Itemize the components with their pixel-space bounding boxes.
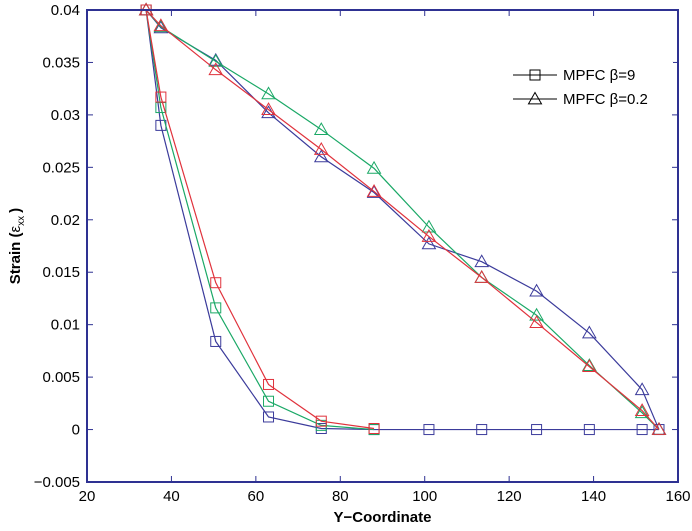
data-point-blue-triangle (153, 20, 169, 34)
legend: MPFC β=9 MPFC β=0.2 (505, 62, 673, 112)
series-blue-square (140, 4, 665, 436)
y-tick-label: 0.01 (51, 317, 80, 334)
data-point-blue-square (423, 424, 435, 436)
data-point-red-square (263, 378, 275, 390)
data-point-green-square (210, 302, 222, 314)
y-axis-label-main: Strain ( (7, 233, 24, 285)
data-point-blue-square (263, 411, 275, 423)
data-point-blue-triangle (634, 382, 650, 396)
data-point-green-triangle (634, 405, 650, 419)
series-line-red-triangle (145, 9, 660, 430)
data-point-green-triangle (529, 307, 544, 321)
legend-label-square: MPFC β=9 (563, 67, 635, 84)
x-tick-label: 20 (79, 488, 96, 505)
data-point-green-triangle (153, 19, 169, 33)
data-point-blue-square (476, 424, 488, 436)
data-point-blue-square (531, 424, 543, 436)
x-tick-label: 160 (665, 488, 690, 505)
y-axis-label-sub: xx (16, 216, 27, 226)
y-tick-label: −0.005 (34, 474, 80, 491)
plot-frame (86, 9, 679, 483)
x-tick-label: 60 (248, 488, 265, 505)
y-tick-label: 0 (72, 422, 80, 439)
y-axis-label-close: ) (7, 208, 24, 213)
data-point-green-triangle (261, 86, 276, 100)
data-point-blue-triangle (313, 149, 329, 163)
y-tick-label: 0.035 (42, 54, 80, 71)
series-line-red-square (145, 9, 375, 430)
legend-marker-square (529, 69, 541, 81)
data-point-red-triangle (153, 18, 169, 32)
data-point-red-triangle (634, 403, 650, 417)
data-point-red-triangle (208, 62, 224, 76)
data-point-red-triangle (261, 102, 276, 116)
legend-label-triangle: MPFC β=0.2 (563, 91, 648, 108)
data-point-blue-triangle (474, 254, 490, 268)
data-point-red-triangle (581, 359, 597, 372)
data-point-blue-triangle (421, 236, 437, 250)
x-tick-label: 120 (497, 488, 522, 505)
y-tick-label: 0.02 (51, 212, 80, 229)
x-tick-label: 40 (163, 488, 180, 505)
ticks-layer: 20 40 60 80 100 120 140 160 −0.005 0 0.005 0.01 0.01… (34, 2, 691, 505)
data-point-red-square (210, 277, 222, 289)
data-point-green-triangle (421, 219, 437, 233)
series-red-square (140, 4, 380, 435)
data-point-red-square (315, 415, 327, 427)
series-green-square (140, 4, 380, 436)
data-point-red-square (155, 91, 167, 103)
data-point-blue-triangle (581, 325, 597, 339)
x-tick-label: 100 (412, 488, 437, 505)
data-point-green-triangle (581, 358, 597, 371)
data-point-blue-triangle (529, 283, 544, 297)
data-point-red-triangle (313, 141, 329, 155)
data-point-red-triangle (474, 269, 490, 283)
y-tick-label: 0.025 (42, 159, 80, 176)
data-point-green-triangle (208, 53, 224, 67)
y-tick-label: 0.015 (42, 264, 80, 281)
series-line-green-square (145, 9, 375, 431)
legend-marker-triangle (527, 91, 543, 105)
series-line-blue-square (145, 9, 660, 431)
series-layer (138, 2, 667, 436)
y-tick-label: 0.04 (51, 2, 80, 19)
x-axis-label: Y−Coordinate (334, 509, 432, 526)
y-axis-label-symbol: ε (7, 226, 24, 233)
y-axis-label: Strain (εxx) (7, 208, 27, 284)
data-point-green-triangle (366, 160, 382, 174)
data-point-blue-triangle (366, 184, 382, 198)
data-point-green-square (263, 395, 275, 407)
data-point-blue-square (210, 335, 222, 347)
data-point-red-triangle (421, 229, 437, 242)
y-tick-label: 0.03 (51, 107, 80, 124)
y-tick-label: 0.005 (42, 369, 80, 386)
data-point-green-triangle (313, 122, 329, 135)
data-point-blue-square (636, 424, 648, 436)
x-tick-label: 80 (332, 488, 349, 505)
data-point-red-triangle (529, 315, 544, 328)
data-point-red-square (368, 423, 380, 435)
data-point-red-triangle (366, 183, 382, 197)
data-point-blue-square (583, 424, 595, 436)
series-red-triangle (138, 2, 667, 435)
x-tick-label: 140 (581, 488, 606, 505)
data-point-red-triangle (651, 422, 667, 435)
